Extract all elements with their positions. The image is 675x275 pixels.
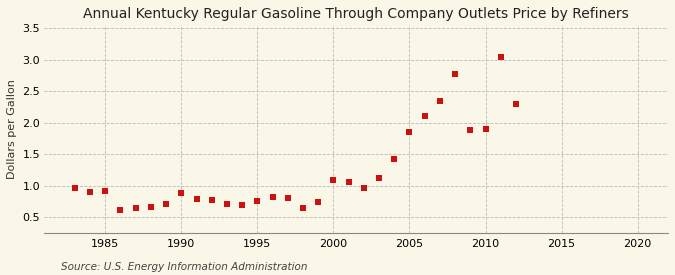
Point	[435, 98, 446, 103]
Y-axis label: Dollars per Gallon: Dollars per Gallon	[7, 79, 17, 179]
Point	[237, 203, 248, 207]
Point	[389, 156, 400, 161]
Point	[510, 102, 521, 106]
Point	[404, 130, 415, 134]
Point	[343, 180, 354, 184]
Point	[465, 128, 476, 133]
Point	[298, 206, 308, 210]
Point	[130, 206, 141, 210]
Point	[252, 199, 263, 203]
Point	[358, 186, 369, 191]
Point	[176, 191, 187, 195]
Point	[221, 201, 232, 206]
Point	[313, 199, 323, 204]
Point	[100, 189, 111, 193]
Point	[161, 201, 171, 206]
Point	[495, 55, 506, 59]
Point	[70, 186, 80, 191]
Point	[282, 196, 293, 200]
Point	[419, 114, 430, 119]
Point	[374, 176, 385, 180]
Point	[146, 205, 157, 209]
Point	[191, 197, 202, 201]
Point	[328, 177, 339, 182]
Point	[450, 71, 460, 76]
Text: Source: U.S. Energy Information Administration: Source: U.S. Energy Information Administ…	[61, 262, 307, 272]
Title: Annual Kentucky Regular Gasoline Through Company Outlets Price by Refiners: Annual Kentucky Regular Gasoline Through…	[83, 7, 629, 21]
Point	[84, 189, 95, 194]
Point	[480, 127, 491, 131]
Point	[267, 195, 278, 199]
Point	[207, 198, 217, 203]
Point	[115, 208, 126, 212]
